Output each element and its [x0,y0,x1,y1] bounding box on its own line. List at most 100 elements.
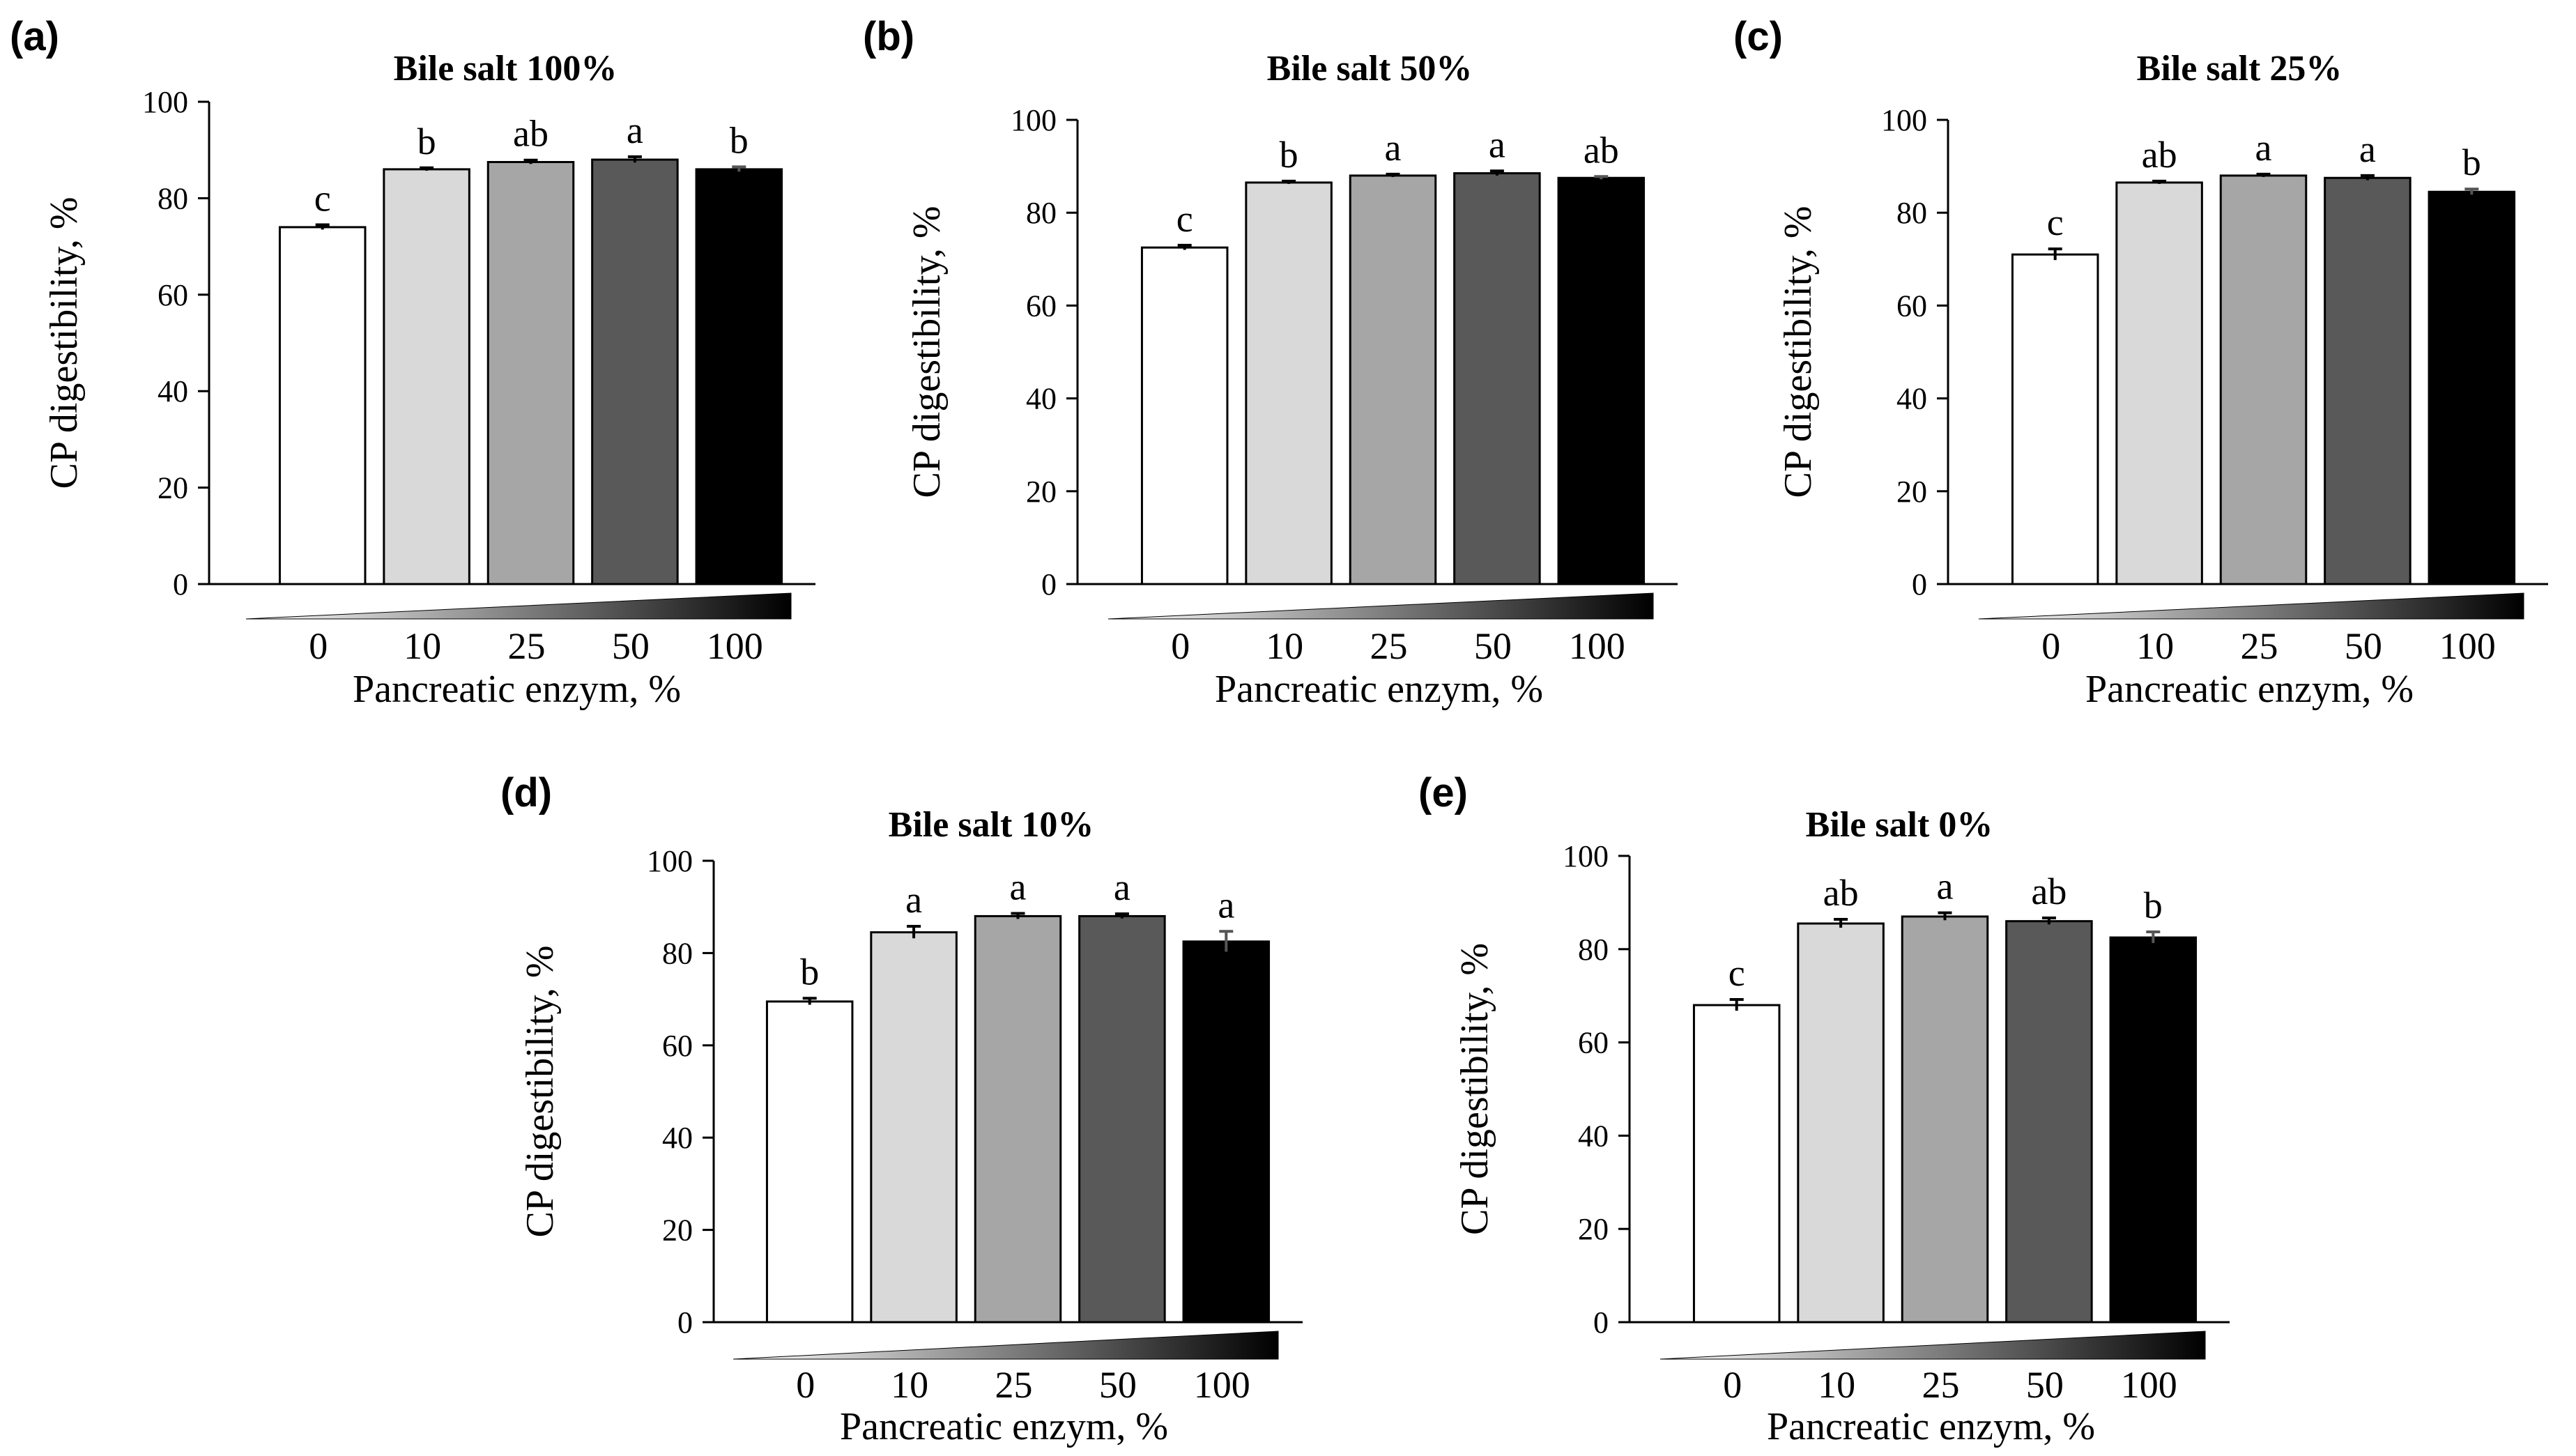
panel-title: Bile salt 25% [2137,49,2343,89]
bar [1692,1004,1781,1324]
x-tick-label: 100 [1569,625,1625,667]
y-axis-title: CP digestibility, % [43,197,86,489]
x-tick-label: 100 [707,625,763,667]
x-tick-label: 100 [2121,1364,2177,1406]
panel-letter: (e) [1418,770,1468,815]
significance-label: a [1489,123,1505,165]
y-tick-label: 0 [173,567,188,601]
significance-label: a [1385,127,1402,169]
y-tick-label: 60 [1026,289,1057,323]
y-tick-label: 60 [1578,1026,1609,1060]
bar [2005,920,2093,1324]
bar [2219,174,2308,585]
concentration-wedge [733,1331,1279,1360]
panel-title: Bile salt 0% [1806,805,1993,845]
significance-label: b [800,951,819,993]
significance-label: a [1937,866,1954,907]
x-tick-label: 50 [612,625,650,667]
x-tick-label: 10 [891,1364,928,1406]
y-tick-label: 100 [1563,839,1609,873]
x-axis-title: Pancreatic enzym, % [353,668,681,711]
y-tick-label: 60 [158,278,188,312]
significance-label: c [2047,201,2064,243]
bar [383,168,470,585]
concentration-wedge [1107,592,1654,620]
x-tick-label: 10 [2136,625,2174,667]
x-tick-label: 25 [1922,1364,1960,1406]
y-axis-title: CP digestibility, % [519,946,562,1238]
x-axis-title: Pancreatic enzym, % [2085,668,2414,711]
x-tick-label: 100 [1194,1364,1250,1406]
significance-label: c [314,177,331,219]
y-tick-label: 40 [1026,382,1057,416]
panel-letter: (a) [10,14,59,59]
y-axis-title: CP digestibility, % [1777,206,1820,498]
bar [1140,246,1229,585]
y-tick-label: 100 [1011,103,1057,137]
y-tick-label: 60 [662,1029,693,1063]
bar [870,931,958,1324]
bar [1557,176,1646,585]
y-tick-label: 0 [1041,567,1057,601]
x-tick-label: 100 [2439,625,2496,667]
significance-label: b [2462,141,2481,183]
panel-letter: (c) [1733,14,1783,59]
significance-label: a [1114,866,1130,908]
bar [1182,940,1271,1324]
significance-label: b [417,121,436,162]
y-tick-label: 40 [662,1121,693,1155]
panel-title: Bile salt 10% [889,805,1094,845]
x-tick-label: 0 [309,625,328,667]
bar [1349,174,1437,585]
y-tick-label: 20 [1026,475,1057,509]
bar [2115,181,2203,585]
y-tick-label: 20 [158,471,188,505]
chart-panel: (d) Bile salt 10% 0 20 40 60 80 100 b 0 a 10 a 25 a 50 a… [500,770,1303,1448]
bar [2109,936,2198,1324]
significance-label: c [1728,952,1745,994]
x-tick-label: 25 [995,1364,1033,1406]
significance-label: b [2144,884,2163,926]
significance-label: ab [2142,134,2177,176]
y-tick-label: 80 [158,181,188,215]
bar [2428,190,2516,585]
x-tick-label: 25 [2241,625,2278,667]
y-tick-label: 80 [1026,196,1057,230]
concentration-wedge [1659,1331,2206,1360]
bar [1901,915,1989,1324]
y-tick-label: 40 [1578,1119,1609,1153]
chart-panel: (e) Bile salt 0% 0 20 40 60 80 100 c 0 ab 10 a 25 ab 50… [1418,770,2230,1448]
significance-label: a [627,109,643,151]
bar [1078,914,1166,1324]
x-tick-label: 50 [1099,1364,1137,1406]
bar [1245,181,1333,585]
y-tick-label: 100 [1881,103,1927,137]
x-tick-label: 50 [1474,625,1512,667]
x-tick-label: 50 [2026,1364,2064,1406]
y-axis-title: CP digestibility, % [905,206,949,498]
y-tick-label: 100 [142,85,188,119]
panel-letter: (d) [500,770,552,815]
significance-label: ab [2031,871,2067,912]
chart-panel: (c) Bile salt 25% 0 20 40 60 80 100 c 0 ab 10 a 25 a 50… [1733,14,2548,711]
panel-title: Bile salt 100% [394,49,618,89]
x-tick-label: 50 [2345,625,2382,667]
x-tick-label: 0 [796,1364,815,1406]
y-tick-label: 20 [1578,1212,1609,1246]
y-tick-label: 0 [1593,1305,1609,1340]
bar [974,914,1062,1324]
x-axis-title: Pancreatic enzym, % [840,1405,1168,1448]
significance-label: a [905,879,922,921]
bar [695,168,783,585]
bar [765,1000,854,1324]
y-tick-label: 20 [662,1213,693,1248]
concentration-wedge [245,592,792,620]
y-axis-title: CP digestibility, % [1453,943,1496,1235]
significance-label: ab [1584,129,1619,171]
y-tick-label: 80 [1896,196,1927,230]
chart-panel: (b) Bile salt 50% 0 20 40 60 80 100 c 0 b 10 a 25 a 50 a… [863,14,1678,711]
y-tick-label: 40 [1896,382,1927,416]
y-tick-label: 0 [677,1305,693,1340]
x-tick-label: 10 [1266,625,1303,667]
